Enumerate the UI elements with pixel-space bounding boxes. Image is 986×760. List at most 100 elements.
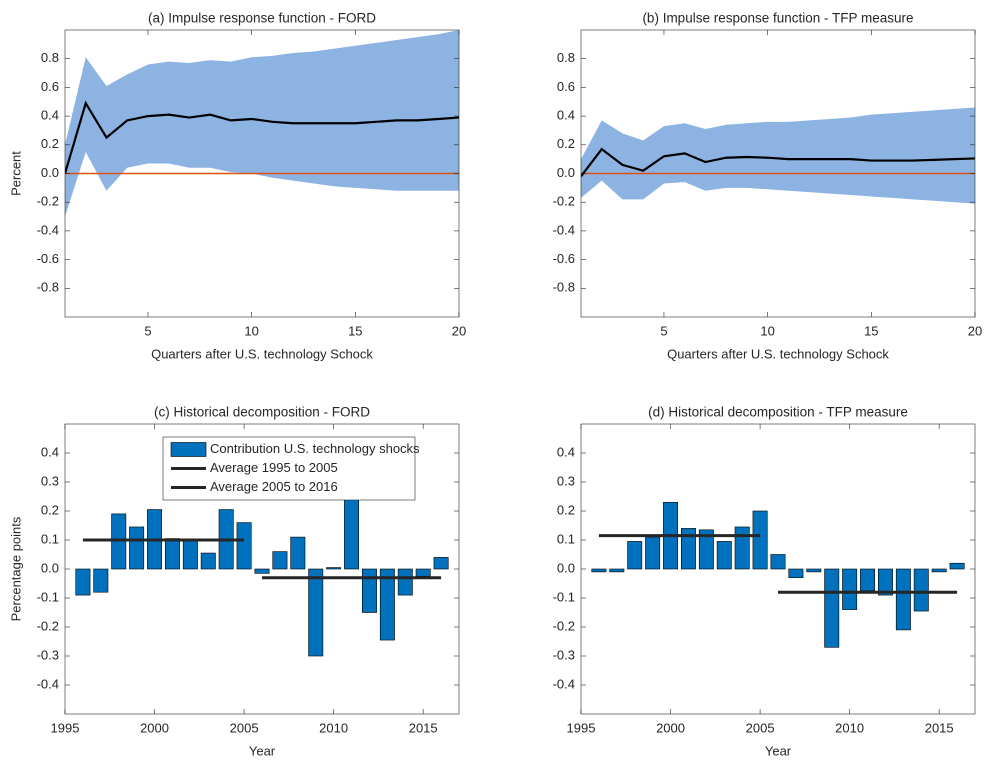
panel-title: (b) Impulse response function - TFP meas… [642, 11, 913, 26]
x-tick-label: 5 [144, 323, 151, 338]
y-tick-label: 0.3 [557, 473, 575, 488]
y-tick-label: 0.6 [557, 79, 575, 94]
x-tick-label: 2015 [925, 720, 954, 735]
bar [379, 568, 395, 641]
x-tick-label: 10 [244, 323, 258, 338]
x-tick-label: 2005 [746, 720, 775, 735]
plot-area [581, 107, 975, 204]
panel: -0.8 -0.6 -0.4 -0.2 0.0 0.2 0.4 0.6 0.8 5 10 15 20 (a… [8, 11, 466, 362]
y-tick-label: -0.2 [553, 618, 575, 633]
panel: -0.8 -0.6 -0.4 -0.2 0.0 0.2 0.4 0.6 0.8 5 10 15 20 (b… [553, 11, 983, 362]
bar [788, 568, 804, 578]
bar [93, 568, 109, 593]
bar [842, 568, 858, 610]
bar [591, 568, 607, 573]
bar [397, 568, 413, 596]
plot-area [65, 30, 459, 217]
y-tick-label: -0.2 [37, 194, 59, 209]
bar [326, 567, 342, 570]
x-tick-label: 1995 [51, 720, 80, 735]
y-tick-label: -0.8 [553, 280, 575, 295]
confidence-band [581, 107, 975, 204]
bar [308, 568, 324, 657]
bar [200, 552, 216, 570]
y-tick-label: -0.4 [37, 676, 59, 691]
y-tick-label: 0.2 [557, 502, 575, 517]
y-tick-label: -0.6 [37, 251, 59, 266]
y-tick-label: -0.1 [37, 589, 59, 604]
y-tick-label: 0.8 [41, 50, 59, 65]
y-tick-label: 0.2 [41, 502, 59, 517]
y-tick-label: -0.4 [553, 676, 575, 691]
bar [734, 526, 750, 570]
bar [627, 541, 643, 570]
y-tick-label: 0.4 [41, 444, 59, 459]
x-tick-label: 5 [660, 323, 667, 338]
y-tick-label: 0.4 [41, 108, 59, 123]
x-tick-label: 15 [864, 323, 878, 338]
y-tick-label: -0.4 [553, 222, 575, 237]
x-tick-label: 1995 [567, 720, 596, 735]
bar [680, 528, 696, 570]
y-axis-label: Percent [8, 151, 23, 196]
panel-title: (d) Historical decomposition - TFP measu… [648, 405, 908, 420]
bar [770, 554, 786, 570]
y-tick-label: -0.2 [553, 194, 575, 209]
y-tick-label: 0.6 [41, 79, 59, 94]
x-axis-label: Year [765, 743, 792, 758]
bar [752, 510, 768, 570]
bar [182, 539, 198, 570]
y-tick-label: 0.0 [557, 560, 575, 575]
panel-title: (a) Impulse response function - FORD [148, 11, 376, 26]
y-tick-label: 0.8 [557, 50, 575, 65]
y-axis-label: Percentage points [8, 516, 23, 621]
y-tick-label: 0.1 [41, 531, 59, 546]
x-tick-label: 20 [968, 323, 982, 338]
x-tick-label: 2000 [140, 720, 169, 735]
bar [433, 557, 449, 570]
y-tick-label: 0.2 [557, 136, 575, 151]
x-tick-label: 2005 [230, 720, 259, 735]
y-tick-label: -0.6 [553, 251, 575, 266]
y-tick-label: 0.0 [41, 560, 59, 575]
y-tick-label: -0.3 [553, 647, 575, 662]
response-line [65, 100, 459, 174]
bar [716, 541, 732, 570]
panel-title: (c) Historical decomposition - FORD [154, 405, 370, 420]
bar [860, 568, 876, 592]
y-tick-label: 0.0 [557, 165, 575, 180]
x-axis-label: Quarters after U.S. technology Schock [151, 346, 373, 361]
x-tick-label: 2000 [656, 720, 685, 735]
y-tick-label: -0.3 [37, 647, 59, 662]
y-tick-label: -0.4 [37, 222, 59, 237]
bar [609, 568, 625, 573]
bar [254, 568, 270, 574]
bar [949, 562, 965, 570]
bar [129, 526, 145, 570]
bar [824, 568, 840, 648]
y-tick-label: 0.3 [41, 473, 59, 488]
legend-label: Average 2005 to 2016 [210, 479, 338, 494]
confidence-band [65, 30, 459, 217]
plot-area [591, 501, 965, 648]
bar [272, 551, 288, 570]
y-tick-label: -0.2 [37, 618, 59, 633]
bar [164, 538, 180, 570]
bar [415, 568, 431, 577]
x-tick-label: 15 [348, 323, 362, 338]
bar [361, 568, 377, 613]
bar [290, 536, 306, 570]
x-tick-label: 2015 [409, 720, 438, 735]
x-tick-label: 10 [760, 323, 774, 338]
panel: -0.4 -0.3 -0.2 -0.1 0.0 0.1 0.2 0.3 0.4 1995 2000 2… [553, 405, 976, 758]
legend-label: Average 1995 to 2005 [210, 460, 338, 475]
bar [913, 568, 929, 612]
y-tick-label: 0.2 [41, 136, 59, 151]
legend-label: Contribution U.S. technology shocks [210, 441, 420, 456]
x-axis-label: Year [249, 743, 276, 758]
y-tick-label: 0.4 [557, 108, 575, 123]
x-tick-label: 2010 [835, 720, 864, 735]
x-tick-label: 2010 [319, 720, 348, 735]
y-tick-label: 0.1 [557, 531, 575, 546]
